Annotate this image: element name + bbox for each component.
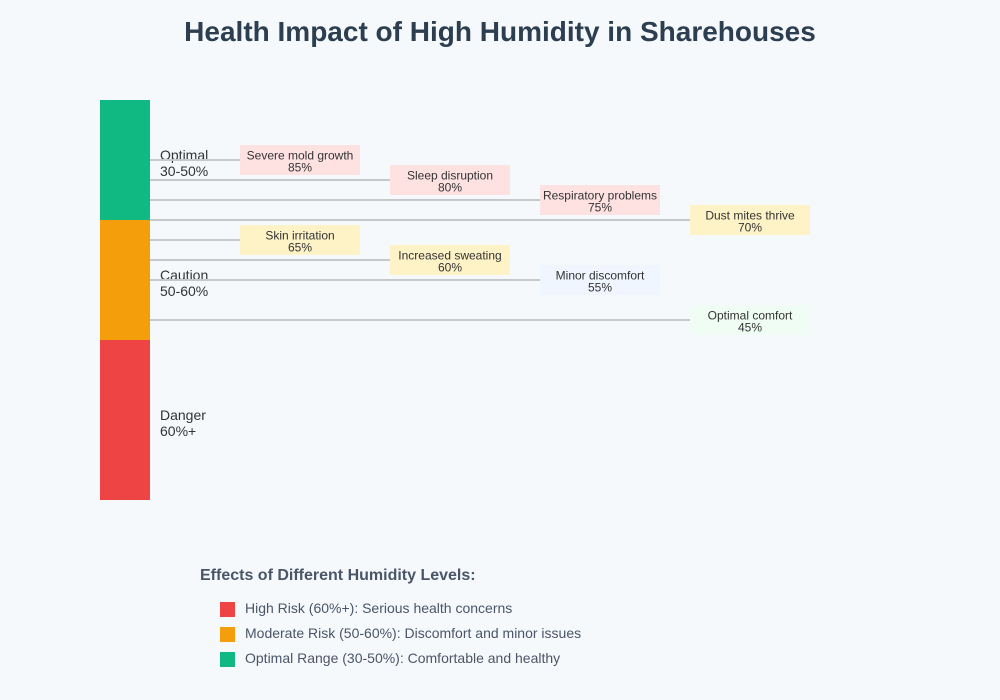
legend-item: High Risk (60%+): Serious health concern… [245,600,512,616]
effect-value: 85% [288,161,312,175]
effect-value: 65% [288,241,312,255]
zone-range: 50-60% [160,283,208,299]
effect-value: 60% [438,261,462,275]
effect-value: 55% [588,281,612,295]
title: Health Impact of High Humidity in Shareh… [184,16,816,47]
effect-box [540,265,660,295]
effect-label: Severe mold growth [247,149,354,163]
zone-bar [100,220,150,340]
effect-box [390,245,510,275]
effect-box [690,205,810,235]
effect-label: Increased sweating [398,249,501,263]
zone-range: 30-50% [160,163,208,179]
legend-item: Optimal Range (30-50%): Comfortable and … [245,650,560,666]
legend-title: Effects of Different Humidity Levels: [200,567,476,584]
effect-box [240,225,360,255]
effect-box [240,145,360,175]
legend-swatch [220,602,235,617]
effect-value: 75% [588,201,612,215]
effect-value: 80% [438,181,462,195]
effect-label: Dust mites thrive [705,209,795,223]
zone-bar [100,100,150,220]
effect-label: Minor discomfort [556,269,645,283]
effect-box [390,165,510,195]
effect-label: Skin irritation [265,229,334,243]
zone-name: Danger [160,407,206,423]
effect-label: Respiratory problems [543,189,657,203]
effect-value: 45% [738,321,762,335]
effect-label: Optimal comfort [708,309,793,323]
legend-swatch [220,627,235,642]
legend-item: Moderate Risk (50-60%): Discomfort and m… [245,625,581,641]
legend-swatch [220,652,235,667]
zone-range: 60%+ [160,423,196,439]
effect-label: Sleep disruption [407,169,493,183]
effect-box [690,305,810,335]
zone-bar [100,340,150,500]
effect-value: 70% [738,221,762,235]
effect-box [540,185,660,215]
